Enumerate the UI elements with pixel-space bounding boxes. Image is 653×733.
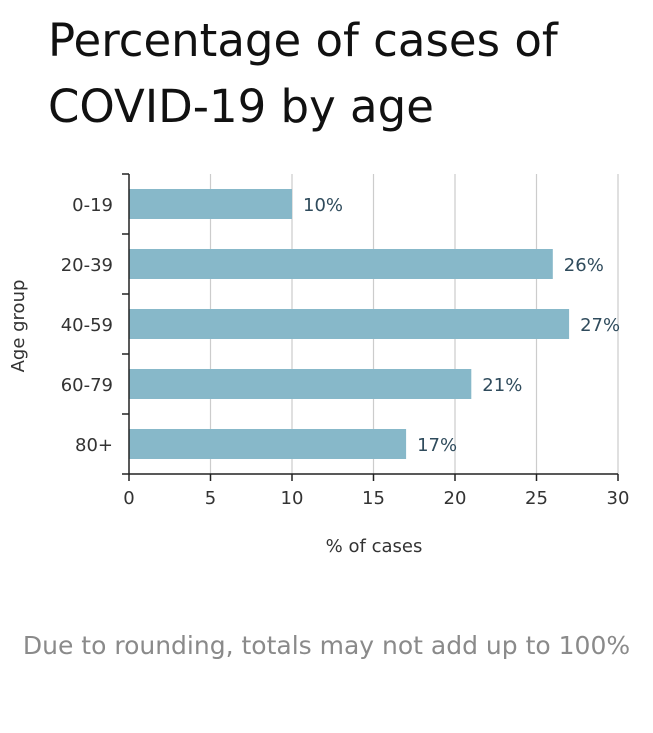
- x-tick-label: 25: [525, 488, 548, 509]
- bar-chart: 10% 26% 27% 21% 17% 0 5 10 15 20 25 30 0-19 20-39 40-…: [8, 173, 630, 557]
- bar: [129, 429, 407, 459]
- bar: [129, 369, 472, 399]
- data-label: 17%: [417, 435, 457, 456]
- bar: [129, 249, 553, 279]
- data-label: 10%: [303, 195, 343, 216]
- x-tick-label: 15: [362, 488, 385, 509]
- bar: [129, 189, 292, 219]
- x-tick-label: 5: [205, 488, 216, 509]
- footnote: Due to rounding, totals may not add up t…: [22, 631, 631, 660]
- bar: [129, 309, 570, 339]
- y-tick-label: 40-59: [61, 315, 113, 336]
- y-tick-label: 60-79: [61, 375, 113, 396]
- x-tick-label: 20: [444, 488, 467, 509]
- x-tick-label: 10: [281, 488, 304, 509]
- x-axis-label: % of cases: [326, 536, 423, 557]
- x-tick-label: 30: [607, 488, 630, 509]
- chart-title: Percentage of cases of COVID-19 by age: [48, 14, 558, 133]
- data-label: 26%: [564, 255, 604, 276]
- data-label: 27%: [580, 315, 620, 336]
- bars: 10% 26% 27% 21% 17%: [129, 189, 620, 459]
- y-tick-label: 80+: [75, 435, 113, 456]
- y-tick-label: 0-19: [72, 195, 113, 216]
- data-label: 21%: [482, 375, 522, 396]
- axes: 0 5 10 15 20 25 30 0-19 20-39 40-59 60-79 80+: [61, 173, 630, 509]
- x-tick-label: 0: [123, 488, 134, 509]
- y-tick-label: 20-39: [61, 255, 113, 276]
- y-axis-label: Age group: [8, 280, 29, 373]
